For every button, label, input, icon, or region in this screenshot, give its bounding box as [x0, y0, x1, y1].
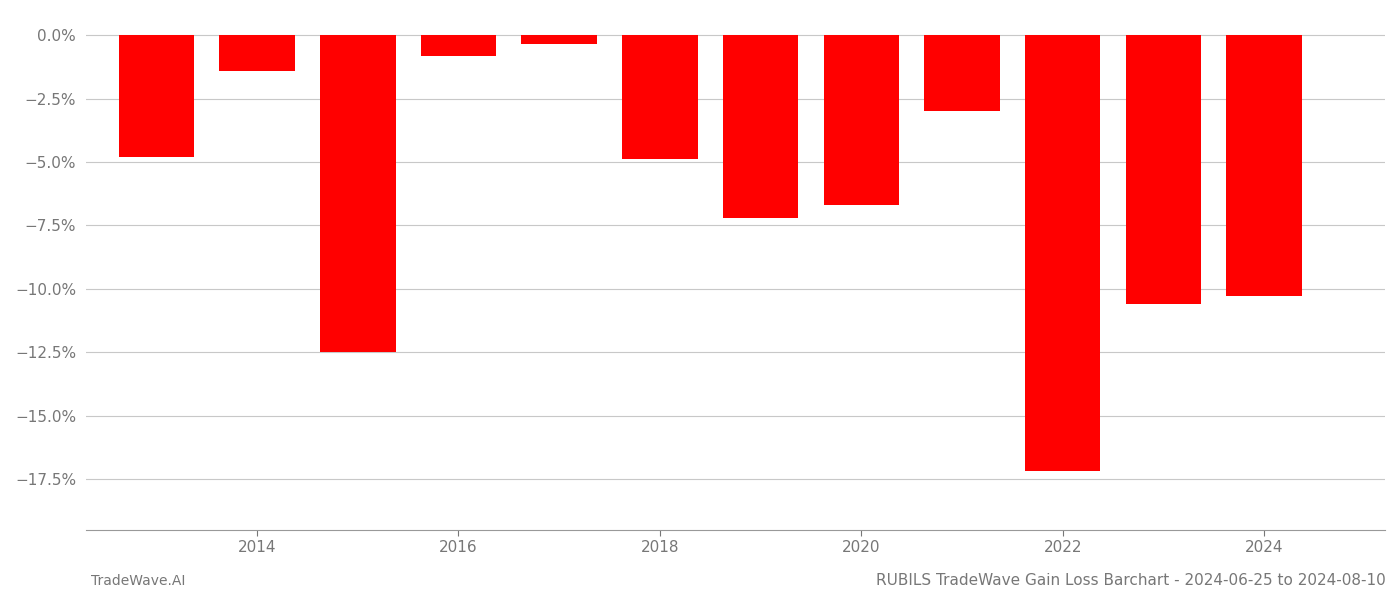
- Bar: [321, 35, 396, 352]
- Bar: [1226, 35, 1302, 296]
- Bar: [823, 35, 899, 205]
- Bar: [924, 35, 1000, 112]
- Bar: [622, 35, 697, 160]
- Bar: [1126, 35, 1201, 304]
- Bar: [421, 35, 496, 56]
- Bar: [521, 35, 596, 44]
- Bar: [1025, 35, 1100, 471]
- Text: TradeWave.AI: TradeWave.AI: [91, 574, 185, 588]
- Bar: [119, 35, 195, 157]
- Bar: [220, 35, 295, 71]
- Text: RUBILS TradeWave Gain Loss Barchart - 2024-06-25 to 2024-08-10: RUBILS TradeWave Gain Loss Barchart - 20…: [876, 573, 1386, 588]
- Bar: [722, 35, 798, 218]
